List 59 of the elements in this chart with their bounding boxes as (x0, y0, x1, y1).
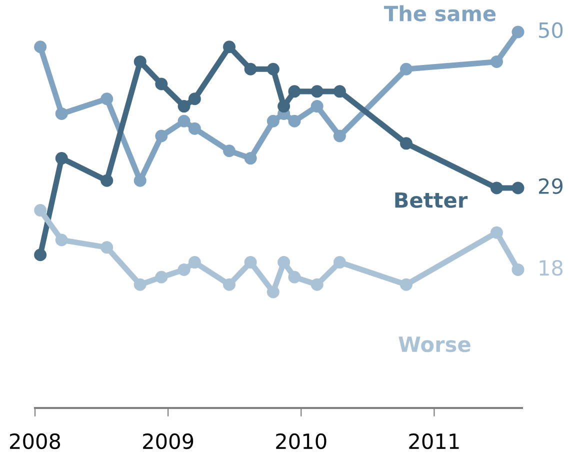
point (100, 92, 114, 106)
point (155, 130, 168, 142)
point (55, 234, 68, 246)
point (55, 152, 68, 165)
series-label: The same (384, 5, 496, 22)
point (278, 256, 290, 269)
point (310, 100, 324, 113)
point (134, 55, 146, 68)
point (34, 204, 47, 217)
point (188, 122, 201, 135)
point (223, 278, 236, 291)
point (178, 114, 190, 128)
point (155, 78, 168, 90)
point (333, 256, 346, 269)
x-tick-label: 2009 (143, 433, 194, 450)
point (188, 92, 201, 106)
point (244, 256, 257, 269)
x-tick-label: 2010 (276, 433, 326, 450)
point (333, 85, 346, 98)
point (34, 40, 47, 54)
point (100, 174, 114, 187)
point (244, 62, 257, 76)
point (490, 55, 503, 68)
point (490, 226, 503, 239)
point (134, 278, 146, 291)
point (155, 270, 168, 284)
point (288, 85, 301, 98)
series-label: Better (395, 192, 468, 208)
point (400, 62, 412, 76)
data-label: 18 (540, 260, 563, 276)
point (400, 278, 412, 291)
point (310, 278, 324, 291)
point (266, 286, 280, 298)
point (34, 248, 47, 262)
point (188, 256, 201, 269)
point (266, 62, 280, 76)
point (512, 182, 524, 194)
point (178, 263, 190, 276)
point (512, 26, 524, 38)
point (223, 40, 236, 54)
data-label: 29 (538, 178, 562, 194)
point (400, 137, 412, 150)
point (490, 182, 503, 194)
point (244, 152, 257, 165)
point (55, 107, 68, 120)
point (512, 263, 524, 276)
data-label: 50 (539, 22, 563, 38)
point (178, 100, 190, 113)
point (266, 114, 280, 128)
point (333, 130, 346, 142)
point (100, 241, 114, 254)
point (223, 144, 236, 158)
x-tick-label: 2008 (10, 433, 60, 450)
x-tick-label: 2011 (409, 433, 459, 450)
point (278, 100, 290, 113)
point (288, 270, 301, 284)
text: Worse (398, 336, 470, 352)
point (310, 85, 324, 98)
point (288, 114, 301, 128)
